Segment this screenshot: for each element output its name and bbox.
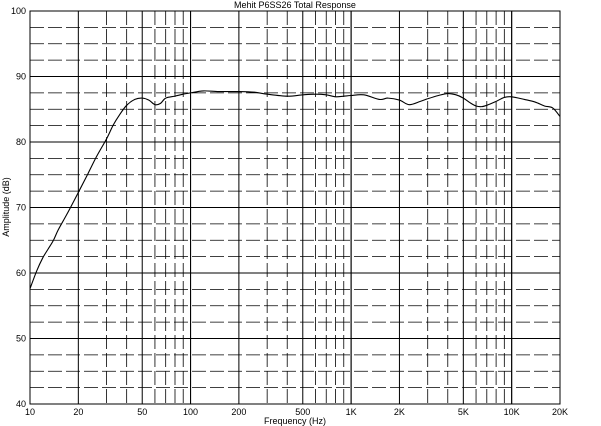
x-tick-label: 200 <box>231 407 246 417</box>
y-tick-label: 40 <box>16 399 26 409</box>
plot-area-frame <box>29 10 561 405</box>
series-line-total-response <box>29 90 561 289</box>
x-tick-label: 20 <box>73 407 83 417</box>
y-tick-label: 70 <box>16 203 26 213</box>
x-tick-label: 10K <box>504 407 520 417</box>
x-tick-label: 10 <box>25 407 35 417</box>
x-tick-label: 20K <box>552 407 568 417</box>
x-tick-labels: 10 20 50 100 200 500 1K 2K 5K 10K 20K <box>25 407 568 417</box>
y-tick-label: 100 <box>11 6 26 16</box>
y-tick-labels: 40 50 60 70 80 90 100 <box>11 6 26 409</box>
x-tick-label: 100 <box>183 407 198 417</box>
x-tick-label: 2K <box>394 407 405 417</box>
x-tick-label: 50 <box>137 407 147 417</box>
x-axis-label: Frequency (Hz) <box>264 416 326 426</box>
y-tick-label: 60 <box>16 268 26 278</box>
x-tick-label: 500 <box>295 407 310 417</box>
series-group <box>29 90 561 289</box>
y-tick-label: 80 <box>16 137 26 147</box>
chart-title: Mehit P6SS26 Total Response <box>234 0 356 10</box>
grid-lines <box>29 10 561 405</box>
x-tick-label: 5K <box>458 407 469 417</box>
y-tick-label: 90 <box>16 72 26 82</box>
x-tick-label: 1K <box>346 407 357 417</box>
y-tick-label: 50 <box>16 334 26 344</box>
y-axis-label: Amplitude (dB) <box>1 177 11 237</box>
